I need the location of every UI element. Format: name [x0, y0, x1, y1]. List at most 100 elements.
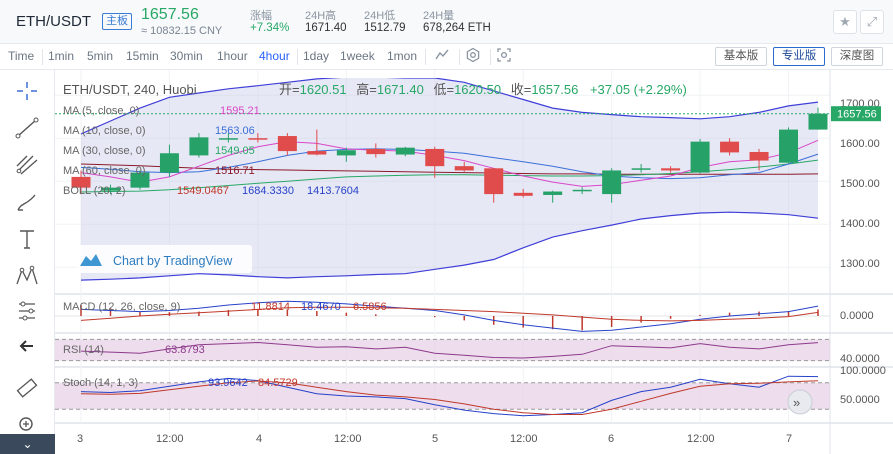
- tf-1day[interactable]: 1day: [303, 49, 330, 63]
- high-value: 1671.40: [377, 82, 424, 97]
- svg-text:ETH/USDT, 240, Huobi: ETH/USDT, 240, Huobi: [63, 82, 197, 97]
- rsi-band: [55, 339, 830, 361]
- main-pane: [55, 78, 830, 281]
- ma10-value: 1563.06: [215, 125, 255, 137]
- rsi-axis-tick: 40.0000: [840, 353, 880, 365]
- board-tag: 主板: [102, 13, 132, 30]
- boll-upper: 1684.3330: [242, 185, 294, 197]
- stoch-label: Stoch (14, 1, 3): [63, 377, 138, 389]
- trend-line-icon[interactable]: [13, 115, 41, 141]
- rsi-line: [80, 341, 819, 359]
- svg-text:MA (5, close, 0): MA (5, close, 0): [63, 105, 139, 117]
- ma30-label: MA (30, close, 0): [63, 145, 146, 157]
- rsi-legend: RSI (14) 63.8793: [63, 344, 205, 356]
- main-legend: ETH/USDT, 240, Huobi 开=1620.51 高=1671.40…: [63, 82, 687, 197]
- price-axis: 1700.00 1600.00 1500.00 1400.00 1300.00 …: [831, 98, 886, 406]
- ticker-bar: ETH/USDT 主板 1657.56 ≈ 10832.15 CNY 涨幅 +7…: [0, 0, 893, 44]
- price-tick: 1300.00: [840, 258, 880, 270]
- candle-body: [484, 168, 504, 195]
- pattern-icon[interactable]: [13, 263, 41, 289]
- close-value: 1657.56: [531, 82, 578, 97]
- candle-body: [307, 151, 327, 155]
- bollinger-band: [81, 78, 818, 281]
- candle-body: [218, 138, 238, 140]
- pitchfork-icon[interactable]: [13, 152, 41, 178]
- ruler-icon[interactable]: [13, 375, 41, 401]
- candle-body: [572, 189, 592, 192]
- measure-icon[interactable]: [13, 298, 41, 324]
- candle-body: [808, 113, 828, 130]
- macd-signal-line: [80, 306, 819, 322]
- tf-4hour[interactable]: 4hour: [259, 49, 290, 63]
- collapse-toggle[interactable]: ⌄: [0, 434, 55, 454]
- tf-15min[interactable]: 15min: [126, 49, 159, 63]
- candle-body: [189, 137, 209, 156]
- stoch-pane: [55, 375, 830, 417]
- star-icon[interactable]: ★: [833, 10, 857, 34]
- time-tick: 12:00: [334, 433, 362, 445]
- stoch-d-value: 84.5729: [258, 377, 298, 389]
- price-chart[interactable]: Chart by TradingView ETH/USDT, 240, Huob…: [55, 70, 893, 454]
- candle-body: [454, 166, 474, 171]
- stat-low: 24H低 1512.79: [364, 10, 406, 34]
- candle-body: [159, 153, 179, 173]
- settings-icon[interactable]: [463, 47, 483, 67]
- stat-high: 24H高 1671.40: [305, 10, 347, 34]
- macd-hist-value: 11.8814: [251, 301, 290, 313]
- tradingview-watermark[interactable]: Chart by TradingView: [77, 245, 252, 273]
- change-value: +37.05 (+2.29%): [590, 82, 687, 97]
- time-tick: 6: [608, 433, 614, 445]
- boll-lower: 1413.7604: [307, 185, 359, 197]
- macd-axis-tick: 0.0000: [840, 310, 874, 322]
- time-tick: 12:00: [687, 433, 715, 445]
- candle-body: [395, 147, 415, 155]
- boll-lower-line: [80, 211, 819, 281]
- pair-name: ETH/USDT: [16, 13, 91, 30]
- tf-1week[interactable]: 1week: [340, 49, 375, 63]
- stat-volume: 24H量 678,264 ETH: [423, 10, 491, 34]
- time-tick: 4: [256, 433, 262, 445]
- macd-signal-value: 6.5856: [353, 301, 387, 313]
- chart-title: ETH/USDT, 240, Huobi: [63, 82, 197, 97]
- ma30-value: 1549.05: [215, 145, 255, 157]
- tf-30min[interactable]: 30min: [170, 49, 203, 63]
- view-depth-button[interactable]: 深度图: [831, 47, 883, 66]
- price-tick: 1400.00: [840, 218, 880, 230]
- time-tick: 12:00: [510, 433, 538, 445]
- rsi-label: RSI (14): [63, 344, 104, 356]
- tf-1mon[interactable]: 1mon: [387, 49, 418, 63]
- candle-body: [661, 168, 681, 171]
- view-pro-button[interactable]: 专业版: [773, 47, 825, 66]
- text-tool-icon[interactable]: [13, 226, 41, 252]
- rsi-pane: [55, 338, 830, 362]
- tf-time[interactable]: Time: [8, 49, 35, 63]
- stoch-axis-tick: 100.0000: [840, 365, 886, 377]
- rsi-value: 63.8793: [165, 344, 205, 356]
- time-tick: 7: [786, 433, 792, 445]
- zoom-in-icon[interactable]: [13, 412, 41, 438]
- candle-body: [602, 170, 622, 195]
- price-tick: 1500.00: [840, 178, 880, 190]
- candle-body: [425, 148, 445, 167]
- indicators-icon[interactable]: [432, 47, 452, 67]
- view-basic-button[interactable]: 基本版: [715, 47, 767, 66]
- crosshair-icon[interactable]: [13, 78, 41, 104]
- ma5-value: 1595.21: [220, 105, 260, 117]
- ma10-line: [80, 148, 819, 180]
- stoch-axis-tick: 50.0000: [840, 394, 880, 406]
- tf-1min[interactable]: 1min: [48, 49, 75, 63]
- candle-body: [749, 151, 769, 161]
- tf-5min[interactable]: 5min: [87, 49, 114, 63]
- last-price: 1657.56: [141, 6, 199, 23]
- time-tick: 5: [432, 433, 438, 445]
- hide-toolbar-icon[interactable]: [13, 333, 41, 359]
- brush-icon[interactable]: [13, 189, 41, 215]
- expand-icon[interactable]: ⤢: [860, 10, 884, 34]
- ma60-label: MA (60, close, 0): [63, 165, 146, 177]
- time-axis: 3 12:00 4 12:00 5 12:00 6 12:00 7: [77, 433, 792, 445]
- candle-body: [100, 187, 120, 191]
- tf-1hour[interactable]: 1hour: [217, 49, 248, 63]
- screenshot-icon[interactable]: [494, 47, 514, 67]
- double-chevron-right-icon: »: [793, 395, 800, 410]
- scroll-right-button[interactable]: »: [787, 389, 813, 415]
